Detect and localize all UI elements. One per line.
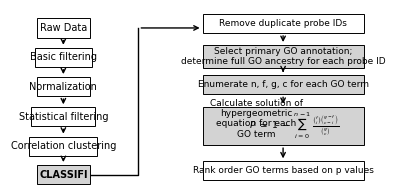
Text: Correlation clustering: Correlation clustering <box>11 141 116 151</box>
FancyBboxPatch shape <box>35 48 92 67</box>
Text: Enumerate n, f, g, c for each GO term: Enumerate n, f, g, c for each GO term <box>198 80 368 89</box>
Text: Raw Data: Raw Data <box>40 23 87 33</box>
FancyBboxPatch shape <box>202 75 364 94</box>
FancyBboxPatch shape <box>37 77 90 96</box>
Text: Select primary GO annotation;
determine full GO ancestry for each probe ID: Select primary GO annotation; determine … <box>181 47 385 66</box>
FancyBboxPatch shape <box>31 107 95 126</box>
Text: Normalization: Normalization <box>30 82 97 92</box>
FancyBboxPatch shape <box>30 137 97 156</box>
Text: Calculate solution of
hypergeometric
equation for each
GO term: Calculate solution of hypergeometric equ… <box>210 99 303 139</box>
FancyBboxPatch shape <box>37 18 90 38</box>
FancyBboxPatch shape <box>37 165 90 184</box>
Text: Rank order GO terms based on p values: Rank order GO terms based on p values <box>193 166 374 175</box>
Text: $P\ =\ 1\ -\ \sum_{i=0}^{n-1}\ \frac{\binom{f}{i}\binom{g-f}{c-i}}{\binom{g}{c}}: $P\ =\ 1\ -\ \sum_{i=0}^{n-1}\ \frac{\bi… <box>249 111 339 141</box>
FancyBboxPatch shape <box>202 161 364 180</box>
FancyBboxPatch shape <box>202 107 364 145</box>
Text: Basic filtering: Basic filtering <box>30 52 97 62</box>
Text: CLASSIFI: CLASSIFI <box>39 169 88 179</box>
FancyBboxPatch shape <box>202 14 364 33</box>
Text: Statistical filtering: Statistical filtering <box>19 112 108 122</box>
Text: Remove duplicate probe IDs: Remove duplicate probe IDs <box>219 19 347 28</box>
FancyBboxPatch shape <box>202 45 364 68</box>
